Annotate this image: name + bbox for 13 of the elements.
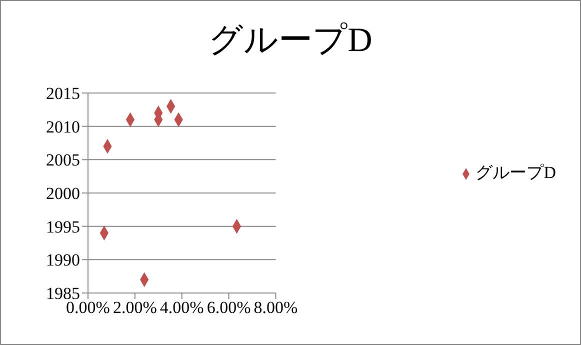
y-tick-label: 2005	[46, 150, 80, 170]
y-tick-label: 2010	[46, 117, 80, 136]
y-tick-label: 2015	[46, 84, 80, 104]
legend-label: グループD	[476, 163, 556, 182]
x-tick-label: 8.00%	[254, 298, 298, 318]
y-tick-label: 1995	[46, 217, 80, 236]
chart-title: グループD	[208, 21, 374, 61]
x-tick-label: 0.00%	[66, 298, 110, 318]
x-tick-label: 2.00%	[112, 298, 157, 318]
y-tick-label: 2000	[46, 184, 80, 204]
x-tick-label: 6.00%	[206, 298, 251, 318]
x-tick-label: 4.00%	[160, 298, 204, 318]
y-tick-label: 1990	[46, 250, 80, 270]
